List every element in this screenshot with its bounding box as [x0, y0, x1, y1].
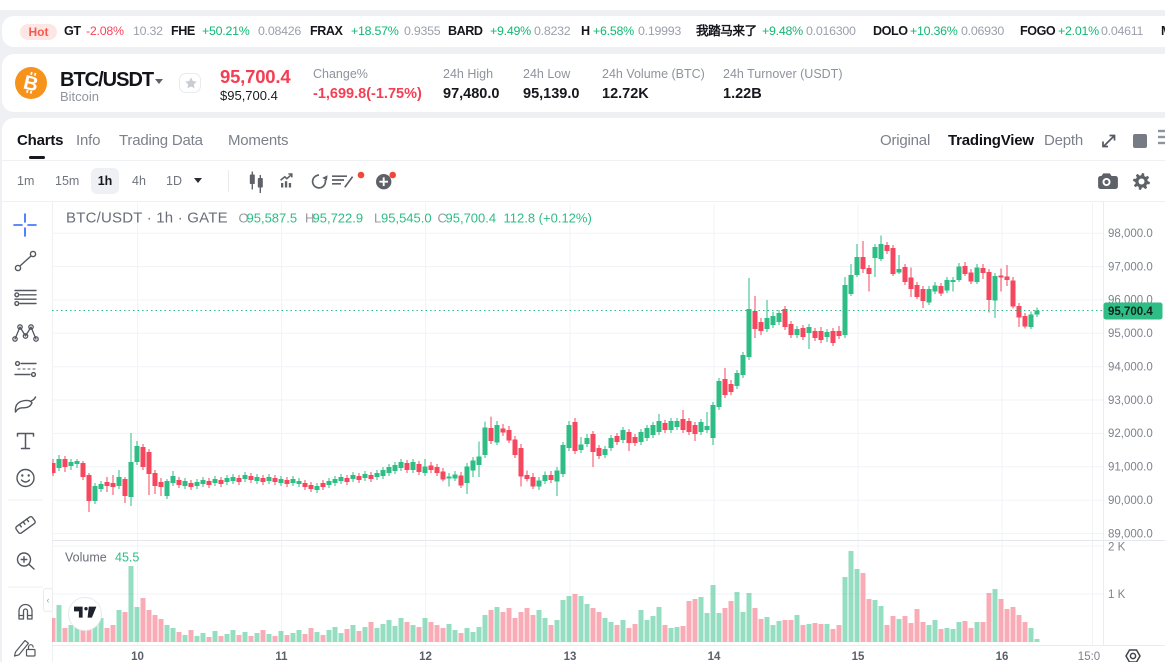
svg-text:15: 15 [852, 651, 865, 662]
svg-text:95,700.4: 95,700.4 [1108, 306, 1153, 318]
svg-text:95,722.9: 95,722.9 [313, 211, 364, 226]
svg-text:13: 13 [564, 651, 577, 662]
svg-text:12: 12 [419, 651, 432, 662]
svg-text:10: 10 [131, 651, 144, 662]
svg-text:112.8 (+0.12%): 112.8 (+0.12%) [504, 211, 592, 226]
svg-text:95,000.0: 95,000.0 [1108, 328, 1153, 340]
svg-text:2 K: 2 K [1108, 542, 1126, 554]
svg-text:15:0: 15:0 [1078, 651, 1100, 662]
svg-text:Volume: Volume [65, 551, 107, 565]
svg-text:L: L [374, 211, 381, 226]
svg-text:O: O [239, 211, 249, 226]
svg-text:C: C [438, 211, 447, 226]
svg-text:BTC/USDT · 1h · GATE: BTC/USDT · 1h · GATE [66, 210, 228, 227]
svg-text:93,000.0: 93,000.0 [1108, 395, 1153, 407]
svg-text:1 K: 1 K [1108, 589, 1126, 601]
svg-text:91,000.0: 91,000.0 [1108, 462, 1153, 474]
svg-text:94,000.0: 94,000.0 [1108, 362, 1153, 374]
svg-text:98,000.0: 98,000.0 [1108, 228, 1153, 240]
svg-text:92,000.0: 92,000.0 [1108, 428, 1153, 440]
svg-text:14: 14 [708, 651, 721, 662]
svg-text:11: 11 [275, 651, 288, 662]
svg-text:45.5: 45.5 [115, 551, 139, 565]
svg-text:95,587.5: 95,587.5 [247, 211, 298, 226]
svg-text:16: 16 [996, 651, 1009, 662]
svg-text:95,700.4: 95,700.4 [446, 211, 497, 226]
svg-text:B: B [21, 72, 40, 97]
svg-text:97,000.0: 97,000.0 [1108, 261, 1153, 273]
svg-text:H: H [305, 211, 314, 226]
svg-text:90,000.0: 90,000.0 [1108, 495, 1153, 507]
svg-text:95,545.0: 95,545.0 [381, 211, 432, 226]
svg-text:89,000.0: 89,000.0 [1108, 528, 1153, 540]
